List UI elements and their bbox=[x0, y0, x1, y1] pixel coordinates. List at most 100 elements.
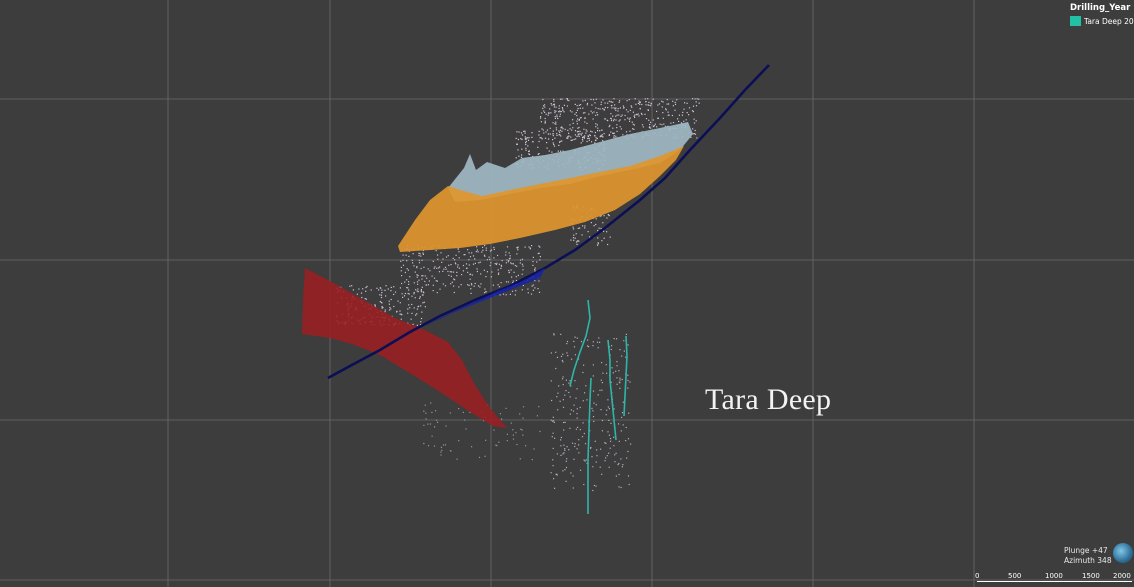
point bbox=[520, 132, 523, 134]
point bbox=[639, 102, 641, 104]
point bbox=[623, 350, 625, 352]
point bbox=[594, 102, 596, 104]
point bbox=[599, 341, 601, 343]
point bbox=[649, 121, 652, 123]
point bbox=[595, 107, 597, 109]
point bbox=[662, 101, 664, 103]
point bbox=[592, 489, 594, 492]
point bbox=[573, 138, 575, 141]
point bbox=[399, 287, 401, 289]
point bbox=[618, 370, 620, 372]
point bbox=[501, 418, 503, 420]
point bbox=[635, 103, 637, 105]
point bbox=[566, 137, 568, 139]
point bbox=[582, 371, 584, 374]
point bbox=[529, 153, 531, 156]
point bbox=[474, 262, 476, 264]
point bbox=[565, 480, 567, 482]
point bbox=[586, 399, 588, 401]
point bbox=[413, 282, 415, 284]
point bbox=[631, 121, 633, 123]
point bbox=[583, 136, 585, 138]
point bbox=[693, 122, 696, 124]
point bbox=[552, 416, 554, 418]
legend-item[interactable]: Tara Deep 2023 bbox=[1070, 16, 1134, 26]
point bbox=[604, 118, 606, 120]
point bbox=[416, 274, 418, 276]
point bbox=[584, 443, 587, 445]
point bbox=[592, 341, 594, 343]
point bbox=[408, 281, 410, 283]
point bbox=[569, 128, 571, 130]
point bbox=[569, 413, 571, 415]
point bbox=[517, 246, 519, 248]
point bbox=[417, 290, 419, 292]
point bbox=[541, 138, 543, 140]
point bbox=[553, 104, 555, 106]
point bbox=[541, 128, 543, 130]
point bbox=[573, 340, 575, 342]
point bbox=[555, 129, 558, 131]
point bbox=[407, 298, 409, 300]
point bbox=[574, 443, 576, 445]
point bbox=[573, 239, 575, 241]
point bbox=[580, 142, 582, 144]
point bbox=[652, 119, 654, 121]
point bbox=[412, 262, 414, 264]
point bbox=[609, 447, 611, 449]
point bbox=[618, 120, 620, 122]
point bbox=[672, 122, 675, 124]
point bbox=[418, 255, 420, 257]
point bbox=[560, 355, 563, 357]
point bbox=[517, 247, 519, 249]
point bbox=[442, 444, 445, 446]
point bbox=[640, 112, 643, 114]
point bbox=[579, 133, 581, 135]
point bbox=[531, 459, 533, 461]
point bbox=[552, 432, 554, 434]
point bbox=[553, 420, 555, 422]
point bbox=[570, 136, 572, 138]
point bbox=[552, 142, 554, 144]
point bbox=[630, 105, 632, 107]
point bbox=[465, 263, 468, 265]
point bbox=[562, 150, 564, 152]
point bbox=[572, 226, 574, 228]
point bbox=[595, 223, 597, 226]
point bbox=[560, 111, 562, 113]
point bbox=[482, 246, 484, 248]
point bbox=[420, 267, 422, 270]
point bbox=[572, 475, 574, 477]
point bbox=[442, 270, 444, 272]
point bbox=[641, 124, 644, 126]
point bbox=[540, 121, 542, 123]
orientation-globe-icon[interactable] bbox=[1113, 543, 1133, 563]
point bbox=[596, 341, 599, 343]
point bbox=[507, 261, 509, 263]
point bbox=[411, 259, 413, 261]
point bbox=[562, 406, 565, 408]
point bbox=[393, 305, 395, 308]
point bbox=[400, 266, 402, 268]
point bbox=[491, 271, 493, 273]
point bbox=[594, 139, 597, 142]
point bbox=[608, 126, 610, 128]
point bbox=[485, 291, 487, 293]
point bbox=[529, 248, 531, 250]
point bbox=[467, 249, 469, 251]
point bbox=[613, 338, 615, 340]
point bbox=[621, 378, 623, 381]
point bbox=[495, 263, 497, 266]
point bbox=[638, 100, 640, 102]
point bbox=[469, 278, 471, 280]
point bbox=[658, 103, 661, 105]
point bbox=[625, 333, 627, 335]
point bbox=[616, 383, 618, 385]
point bbox=[584, 99, 586, 102]
point bbox=[568, 100, 570, 102]
point bbox=[553, 103, 555, 105]
point bbox=[527, 145, 529, 147]
point bbox=[627, 117, 629, 119]
